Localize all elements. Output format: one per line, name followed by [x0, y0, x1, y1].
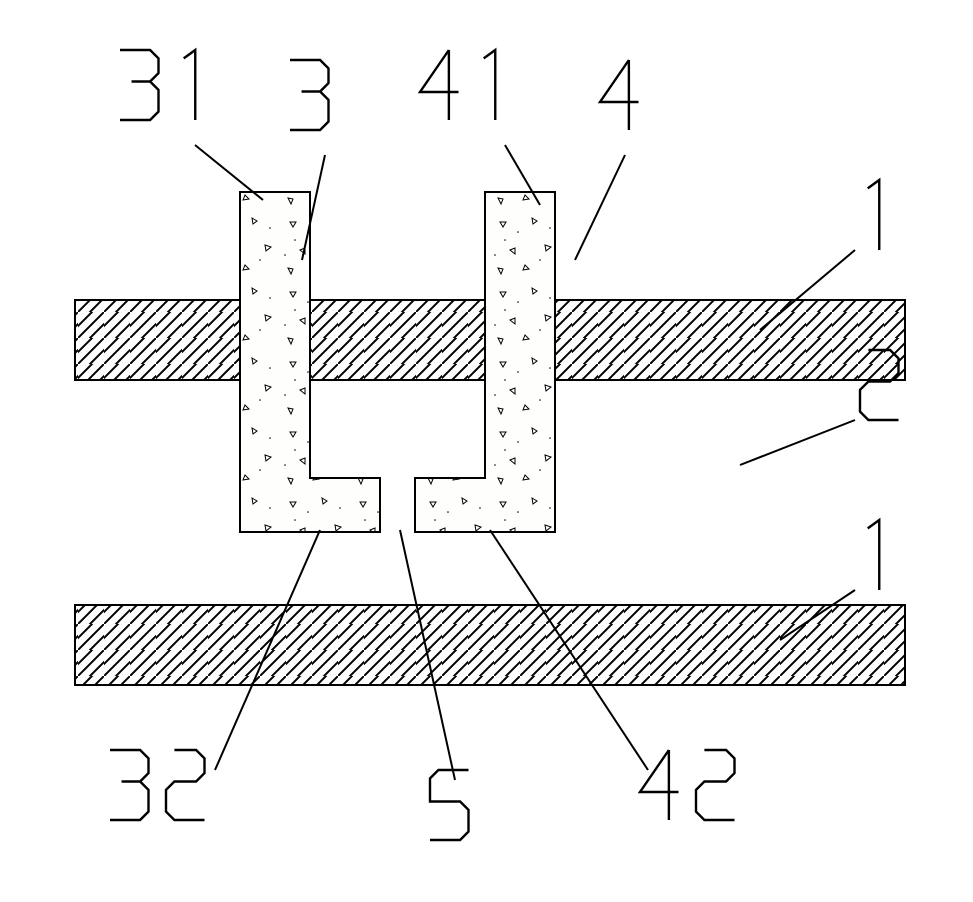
label-n5: 5	[430, 759, 469, 840]
label-n42: 42	[640, 739, 735, 820]
svg-text:3: 3	[290, 49, 298, 64]
svg-text:41: 41	[420, 39, 436, 54]
svg-text:4: 4	[600, 49, 608, 64]
svg-text:32: 32	[110, 739, 126, 754]
label-n4: 4	[600, 49, 639, 130]
label-n41: 41	[420, 39, 495, 120]
label-n32: 32	[110, 739, 205, 820]
label-n1a: 1	[860, 169, 879, 250]
svg-text:42: 42	[640, 739, 656, 754]
label-n31: 31	[120, 39, 195, 120]
rock-layer-bottom	[75, 605, 905, 685]
leader-l2	[740, 420, 855, 465]
leader-l4	[575, 155, 625, 260]
leader-l31	[195, 145, 263, 200]
svg-text:1: 1	[860, 169, 868, 184]
svg-text:31: 31	[120, 39, 136, 54]
label-n3: 3	[290, 49, 329, 130]
label-n1b: 1	[860, 509, 879, 590]
svg-text:1: 1	[860, 509, 868, 524]
